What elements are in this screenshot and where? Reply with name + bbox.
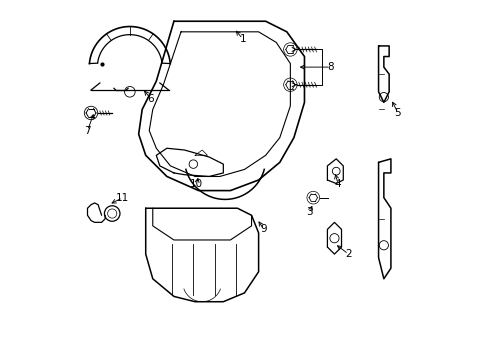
Text: 4: 4 [334,179,341,189]
Text: 3: 3 [306,207,312,217]
Text: 9: 9 [260,224,266,234]
Text: 1: 1 [239,34,245,44]
Text: 7: 7 [84,126,91,136]
Text: 10: 10 [190,179,203,189]
Text: 2: 2 [345,249,351,259]
Text: 11: 11 [116,193,129,203]
Text: 6: 6 [147,94,154,104]
Text: 5: 5 [394,108,401,118]
Text: 8: 8 [327,62,334,72]
